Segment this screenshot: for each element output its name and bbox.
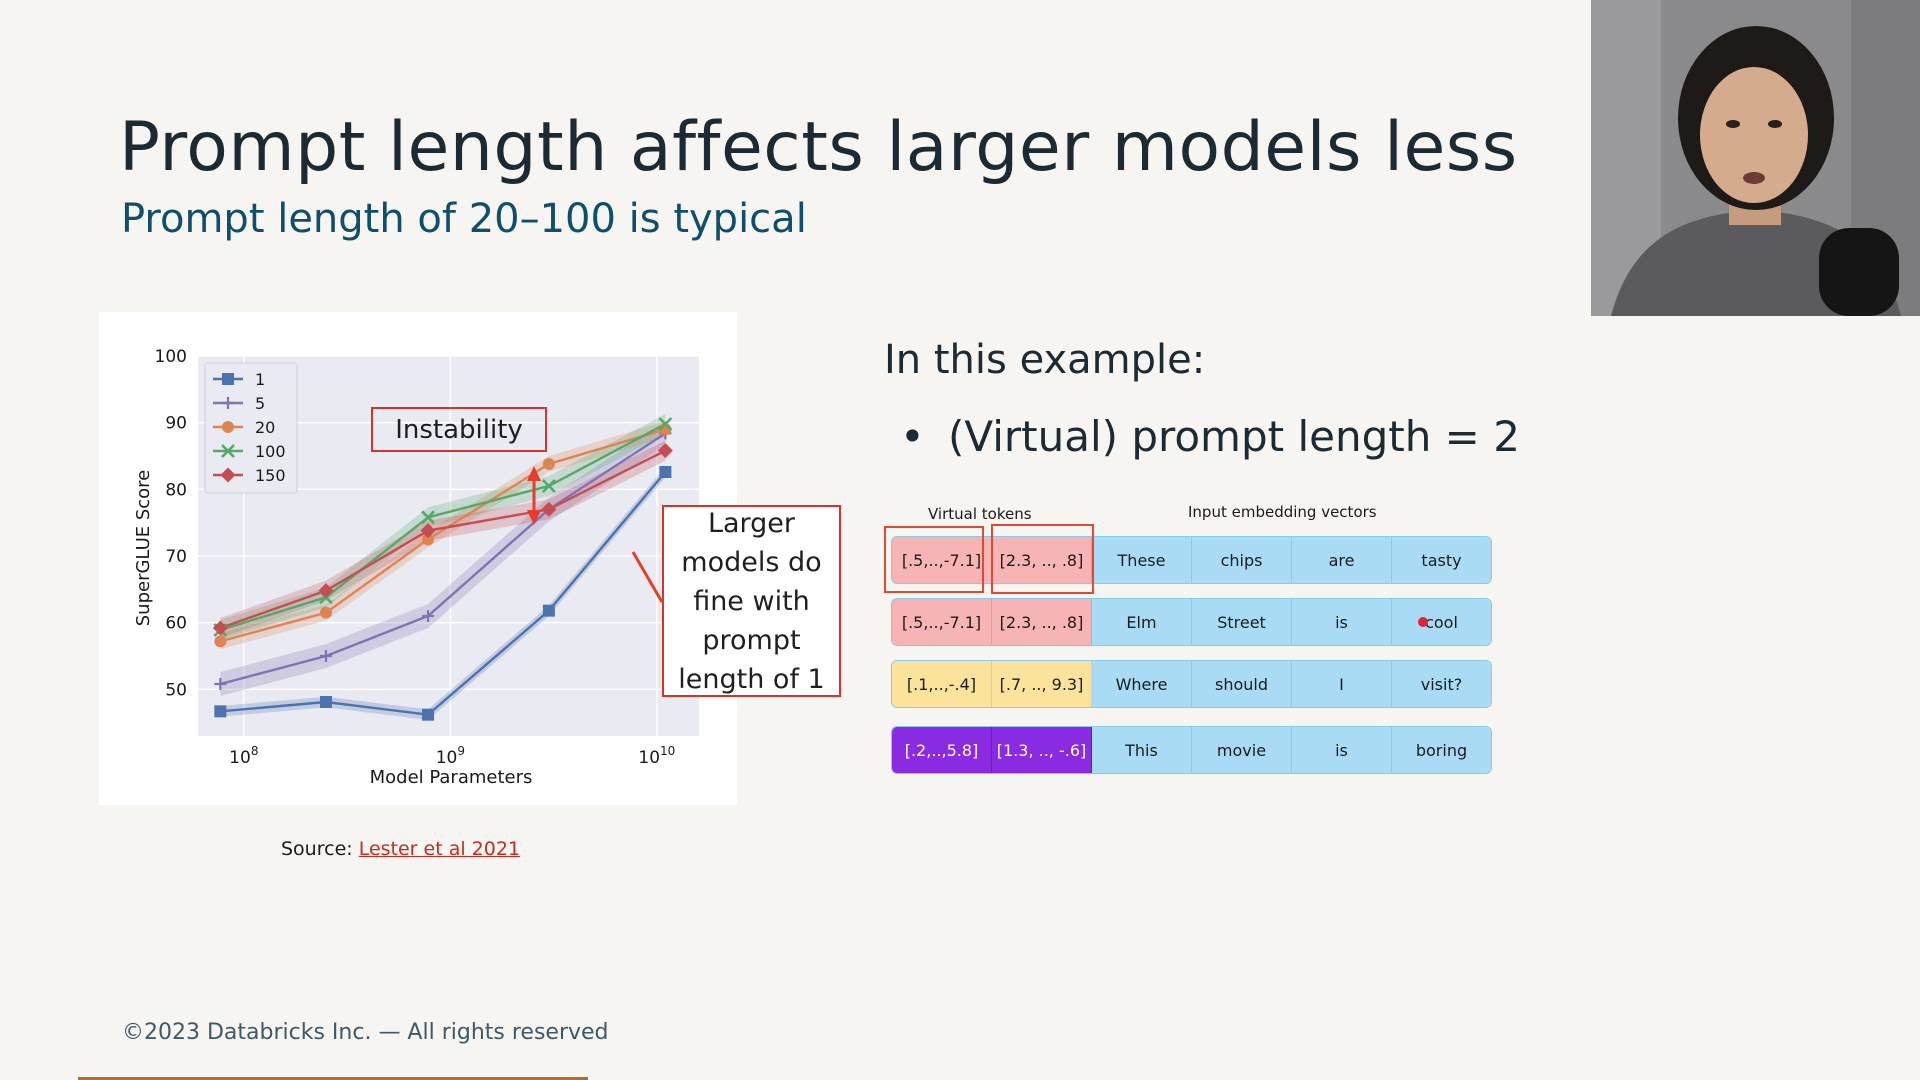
source-prefix: Source: [281,838,359,860]
word-cell: These [1092,537,1192,583]
data-point [214,635,227,648]
data-point [220,467,236,483]
x-tick-label: 108 [229,744,258,768]
word-cell: Elm [1092,599,1192,645]
word-cell: visit? [1392,661,1491,707]
data-point [422,708,435,721]
virtual-token-cell: [.2,..,5.8] [892,727,992,773]
data-point [420,523,436,539]
input-embeddings-header: Input embedding vectors [1188,503,1377,521]
legend-box [204,362,298,494]
data-point [222,397,234,409]
x-tick-label: 109 [436,744,465,768]
virtual-token-cell: [.5,..,-7.1] [892,599,992,645]
data-point [421,510,435,525]
bullet-dot: • [900,412,925,461]
bottom-accent-bar [78,1077,588,1080]
virtual-token-cell: [2.3, .., .8] [992,599,1092,645]
data-point [214,678,227,690]
word-cell: I [1292,661,1392,707]
data-point [422,533,435,546]
word-cell: are [1292,537,1392,583]
embedding-row: [.5,..,-7.1] [2.3, .., .8] Elm Street is… [891,598,1492,646]
example-heading: In this example: [884,337,1206,383]
legend-label: 150 [255,466,286,485]
presenter-webcam [1591,0,1920,316]
word-cell: is [1292,727,1392,773]
word-cell: Where [1092,661,1192,707]
y-tick-label: 60 [165,614,187,634]
y-tick-label: 50 [165,680,187,700]
legend-label: 1 [255,370,265,389]
word-cell: tasty [1392,537,1491,583]
series-band [220,414,666,640]
data-point [214,705,227,718]
slide-title: Prompt length affects larger models less [119,108,1518,187]
word-cell: movie [1192,727,1292,773]
legend-label: 20 [255,418,275,437]
data-point [319,606,332,619]
virtual-token-highlight [884,526,984,593]
chart-panel: 50 60 70 80 90 100 108 109 1010 1 5 20 100 150 Model… [99,312,737,805]
legend-label: 5 [255,394,265,413]
data-point [222,373,234,385]
data-point [541,479,556,493]
copyright-footer: ©2023 Databricks Inc. — All rights reser… [122,1020,609,1045]
embedding-row: [.2,..,5.8] [1.3, .., -.6] This movie is… [891,726,1492,774]
series-band [220,421,666,650]
word-cell: boring [1392,727,1491,773]
data-point [659,466,672,478]
laser-pointer-dot [1418,617,1428,627]
word-cell: chips [1192,537,1292,583]
data-point [422,610,435,622]
virtual-token-cell: [.1,..,-.4] [892,661,992,707]
bullet-text: (Virtual) prompt length = 2 [948,412,1520,461]
virtual-token-highlight [991,524,1094,594]
slide-subtitle: Prompt length of 20–100 is typical [121,196,807,242]
word-cell: is [1292,599,1392,645]
data-point [319,650,332,662]
virtual-token-cell: [.5,..,-7.1] [892,537,992,583]
data-point [658,417,673,431]
data-point [657,443,673,459]
data-point [221,444,235,458]
y-axis-label: SuperGLUE Score [133,470,154,627]
x-axis-label: Model Parameters [370,767,533,788]
larger-models-annotation: Larger models do fine with prompt length… [662,505,841,697]
source-citation: Source: Lester et al 2021 [281,838,520,860]
series-band [220,421,666,696]
presenter-silhouette [1591,0,1920,316]
y-tick-label: 100 [155,347,187,367]
instability-annotation: Instability [371,407,547,452]
data-point [541,501,557,517]
data-point [542,458,555,470]
word-cell: cool [1392,599,1491,645]
virtual-token-cell: [.7, .., 9.3] [992,661,1092,707]
superglue-line-chart: 50 60 70 80 90 100 108 109 1010 1 5 20 100 150 Model… [133,347,699,788]
data-point [212,620,228,636]
word-cell: should [1192,661,1292,707]
embedding-row: [.5,..,-7.1] [2.3, .., .8] These chips a… [891,536,1492,584]
y-tick-label: 70 [165,547,187,567]
legend-label: 100 [255,442,286,461]
y-tick-label: 80 [165,480,187,500]
y-tick-label: 90 [165,414,187,434]
data-point [222,421,234,433]
word-cell: Street [1192,599,1292,645]
data-point [319,696,332,708]
source-link[interactable]: Lester et al 2021 [358,838,521,860]
data-point [318,583,334,599]
x-tick-label: 1010 [638,744,675,768]
virtual-token-cell: [2.3, .., .8] [992,537,1092,583]
embedding-row: [.1,..,-.4] [.7, .., 9.3] Where should I… [891,660,1492,708]
virtual-tokens-header: Virtual tokens [928,505,1032,523]
bullet-item: • (Virtual) prompt length = 2 [900,412,1520,461]
virtual-token-cell: [1.3, .., -.6] [992,727,1092,773]
data-point [542,604,555,617]
word-cell: This [1092,727,1192,773]
